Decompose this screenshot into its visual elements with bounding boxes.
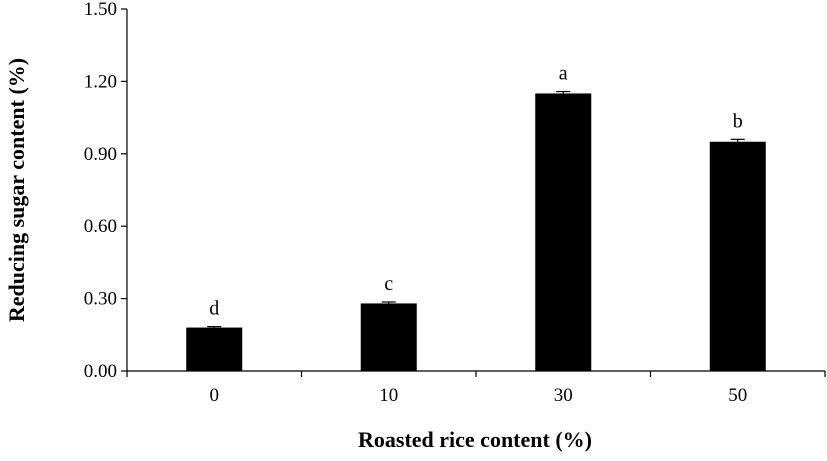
x-tick-label: 0	[210, 385, 220, 406]
y-tick-label: 0.00	[84, 361, 117, 382]
y-tick-label: 0.60	[84, 216, 117, 237]
significance-label: b	[733, 110, 743, 132]
x-axis-title: Roasted rice content (%)	[358, 427, 592, 452]
significance-label: a	[559, 63, 568, 85]
bar-10	[360, 303, 417, 371]
significance-label: c	[384, 273, 393, 295]
bar-0	[186, 327, 243, 371]
y-tick-label: 0.90	[84, 144, 117, 165]
x-tick-label: 50	[728, 385, 747, 406]
significance-label: d	[209, 298, 219, 320]
y-tick-label: 0.30	[84, 289, 117, 310]
x-tick-label: 30	[554, 385, 573, 406]
y-axis-title: Reducing sugar content (%)	[4, 58, 29, 322]
y-tick-label: 1.50	[84, 0, 117, 20]
plot-area: 0.00 0.30 0.60 0.90 1.20 1.50 d 0 c 10 a 30 b 50	[84, 0, 826, 406]
x-tick-label: 10	[379, 385, 398, 406]
bar-50	[709, 141, 766, 371]
y-tick-label: 1.20	[84, 71, 117, 92]
bar-30	[535, 93, 592, 371]
